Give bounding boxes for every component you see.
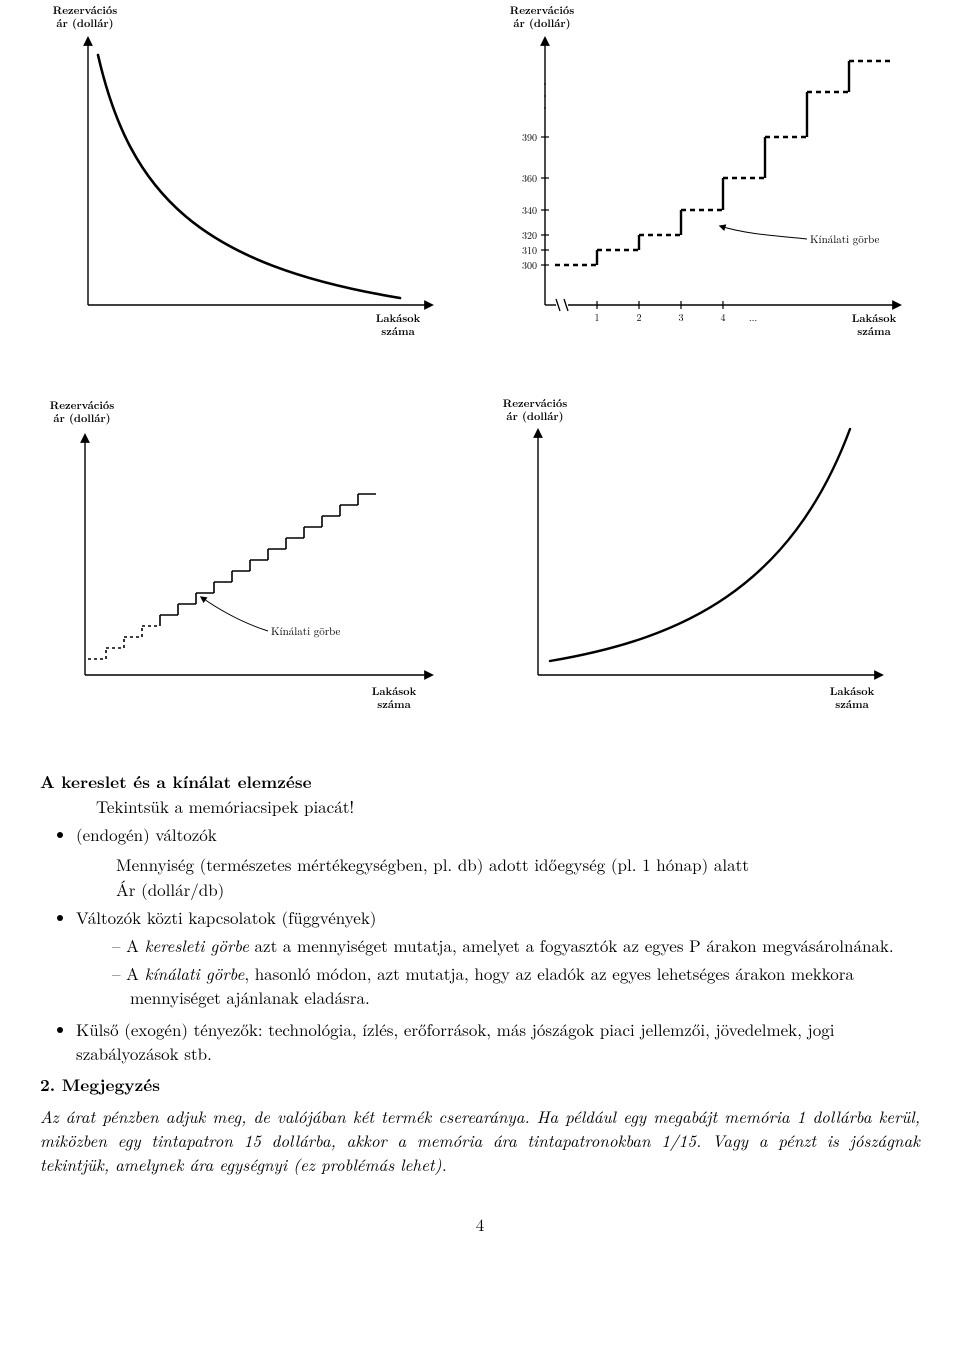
chart-bl-svg: Rezervációsár (dollár)LakásokszámaKínála… (40, 375, 460, 730)
qty-line: Mennyiség (természetes mértékegységben, … (116, 852, 920, 876)
bullet-relations-text: Változók közti kapcsolatok (függvények) (76, 905, 376, 929)
bullet-exogen: Külső (exogén) tényezők: technológia, íz… (76, 1017, 920, 1065)
svg-text:ár (dollár): ár (dollár) (506, 409, 563, 424)
svg-text:310: 310 (522, 243, 537, 257)
svg-text:Kínálati görbe: Kínálati görbe (810, 232, 880, 247)
svg-text:ár (dollár): ár (dollár) (56, 16, 113, 31)
svg-text:390: 390 (522, 130, 537, 144)
chart-br-svg: Rezervációsár (dollár)Lakásokszáma (490, 375, 910, 730)
svg-text:340: 340 (522, 203, 537, 217)
chart-tl-svg: Rezervációsár (dollár)Lakásokszáma (40, 0, 460, 355)
svg-text:3: 3 (679, 310, 684, 324)
svg-text:ár (dollár): ár (dollár) (513, 16, 570, 31)
note-body: Az árat pénzben adjuk meg, de valójában … (40, 1104, 920, 1176)
dash-list: A keresleti görbe azt a mennyiséget muta… (76, 933, 920, 1009)
charts-grid: Rezervációsár (dollár)Lakásokszáma Rezer… (40, 0, 920, 730)
svg-text:ár (dollár): ár (dollár) (53, 411, 110, 426)
chart-supply-step-dense: Rezervációsár (dollár)LakásokszámaKínála… (40, 375, 460, 730)
bullet-relations: Változók közti kapcsolatok (függvények) … (76, 905, 920, 1010)
svg-text:száma: száma (835, 697, 869, 712)
svg-text:360: 360 (522, 171, 537, 185)
svg-text:száma: száma (381, 324, 415, 339)
svg-text:száma: száma (377, 697, 411, 712)
price-line: Ár (dollár/db) (116, 877, 920, 901)
dash-supply: A kínálati görbe, hasonló módon, azt mut… (112, 961, 920, 1009)
svg-text:320: 320 (522, 228, 537, 242)
chart-supply-step-ticks: Rezervációsár (dollár)Lakásokszáma300310… (490, 0, 920, 355)
svg-text:...: ... (749, 310, 757, 324)
svg-text:Kínálati görbe: Kínálati görbe (271, 624, 341, 639)
body-text: A kereslet és a kínálat elemzése Tekints… (40, 770, 920, 1176)
section-heading: A kereslet és a kínálat elemzése (40, 770, 920, 794)
bullet-endogen-text: (endogén) változók (76, 822, 217, 846)
bullet-endogen: (endogén) változók Mennyiség (természete… (76, 822, 920, 900)
svg-text:2: 2 (637, 310, 642, 324)
svg-text:1: 1 (595, 310, 600, 324)
svg-text:4: 4 (721, 310, 726, 324)
bullet-list: (endogén) változók Mennyiség (természete… (40, 822, 920, 1065)
chart-tr-svg: Rezervációsár (dollár)Lakásokszáma300310… (490, 0, 920, 355)
note-title: 2. Megjegyzés (40, 1073, 920, 1097)
svg-text:száma: száma (857, 324, 891, 339)
svg-text:300: 300 (522, 258, 537, 272)
dash-demand: A keresleti görbe azt a mennyiséget muta… (112, 933, 920, 957)
intro-line: Tekintsük a memóriacsipek piacát! (40, 794, 920, 818)
page-number: 4 (40, 1212, 920, 1236)
chart-supply-curve: Rezervációsár (dollár)Lakásokszáma (490, 375, 920, 730)
chart-demand-curve: Rezervációsár (dollár)Lakásokszáma (40, 0, 460, 355)
